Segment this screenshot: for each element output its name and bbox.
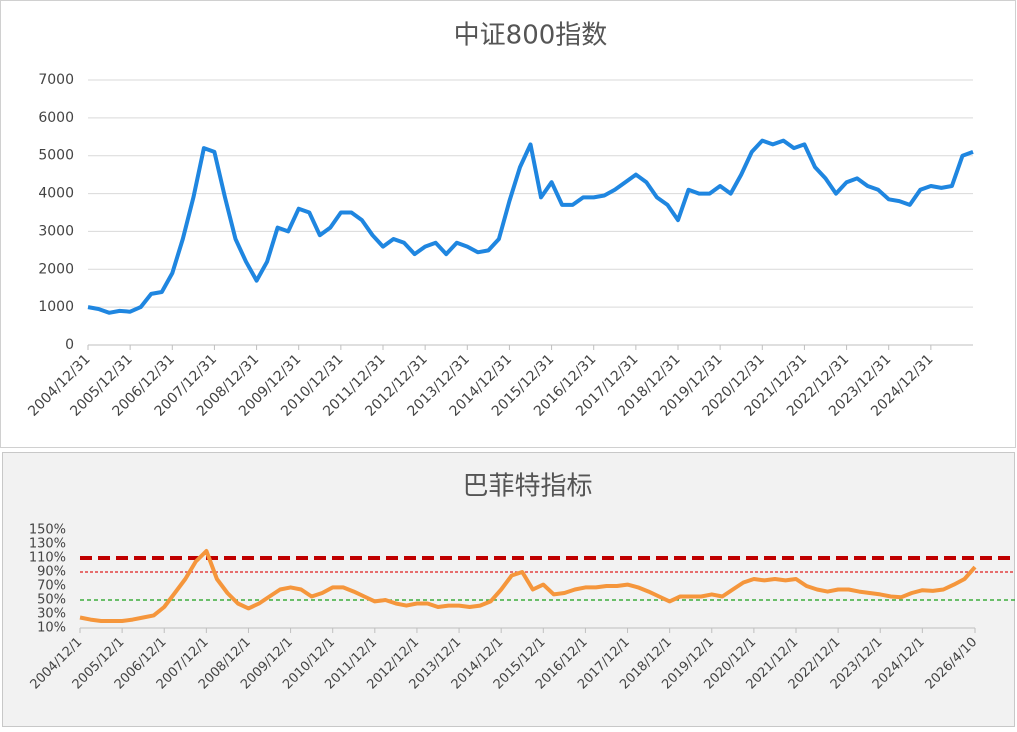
chart-title: 中证800指数: [454, 21, 608, 51]
y-tick-label: 50%: [37, 593, 66, 608]
y-tick-label: 90%: [37, 565, 66, 580]
y-tick-label: 70%: [37, 579, 66, 594]
y-tick-label: 5000: [38, 148, 74, 164]
series-line: [87, 138, 974, 315]
y-tick-label: 30%: [37, 607, 66, 622]
y-tick-label: 1000: [38, 299, 74, 315]
y-tick-label: 4000: [38, 186, 74, 202]
y-tick-label: 2000: [38, 261, 74, 277]
y-tick-label: 3000: [38, 223, 74, 239]
series-line: [79, 549, 977, 623]
y-tick-label: 10%: [37, 621, 66, 636]
y-tick-label: 0: [65, 337, 74, 353]
y-tick-label: 110%: [29, 551, 66, 566]
y-tick-label: 7000: [38, 72, 74, 88]
y-tick-label: 150%: [29, 523, 66, 538]
y-tick-label: 6000: [38, 110, 74, 126]
y-tick-label: 130%: [29, 537, 66, 552]
chart-title: 巴菲特指标: [462, 472, 592, 502]
top-panel: [0, 0, 1016, 448]
